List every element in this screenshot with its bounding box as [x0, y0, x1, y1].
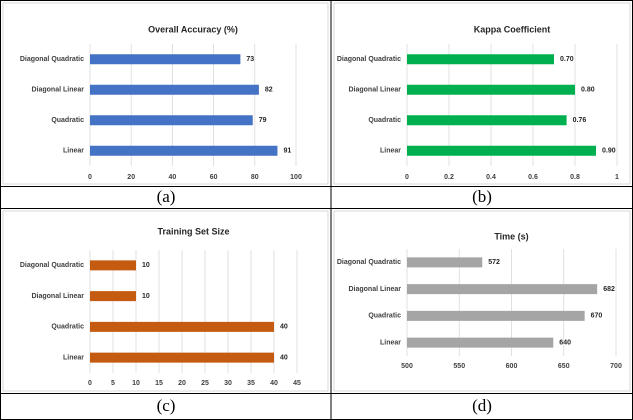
value-label: 73 — [246, 56, 254, 63]
x-tick-label: 1 — [615, 174, 619, 181]
category-label: Quadratic — [368, 117, 401, 124]
x-tick-label: 30 — [224, 380, 232, 387]
x-tick-label: 0.6 — [528, 174, 538, 181]
chart-border — [333, 2, 631, 185]
x-tick-label: 0.2 — [444, 174, 454, 181]
value-label: 40 — [280, 324, 288, 331]
x-tick-label: 80 — [251, 174, 259, 181]
value-label: 0.80 — [581, 87, 595, 94]
category-label: Diagonal Quadratic — [337, 259, 401, 266]
caption: (b) — [472, 187, 492, 206]
x-tick-label: 0 — [88, 174, 92, 181]
caption: (c) — [157, 396, 176, 415]
category-label: Quadratic — [51, 324, 84, 331]
category-label: Quadratic — [51, 117, 84, 124]
x-tick-label: 600 — [506, 363, 518, 370]
category-label: Linear — [63, 148, 84, 155]
x-tick-label: 0 — [88, 380, 92, 387]
bar — [407, 84, 575, 95]
x-tick-label: 550 — [453, 363, 465, 370]
x-tick-label: 60 — [210, 174, 218, 181]
value-label: 640 — [559, 339, 571, 346]
value-label: 10 — [142, 262, 150, 269]
category-label: Linear — [380, 339, 401, 346]
bar — [90, 84, 259, 95]
chart-border — [333, 210, 631, 392]
category-label: Diagonal Linear — [31, 293, 84, 300]
x-tick-label: 700 — [610, 363, 622, 370]
bar — [90, 291, 136, 302]
value-label: 79 — [259, 117, 267, 124]
category-label: Diagonal Quadratic — [20, 262, 84, 269]
value-label: 91 — [283, 148, 291, 155]
chart-title: Kappa Coefficient — [474, 24, 551, 34]
value-label: 40 — [280, 354, 288, 361]
bar — [407, 145, 596, 156]
value-label: 0.76 — [573, 117, 587, 124]
value-label: 0.90 — [602, 148, 616, 155]
x-tick-label: 40 — [270, 380, 278, 387]
bar — [90, 54, 241, 65]
chart-border — [2, 2, 329, 185]
caption: (d) — [472, 396, 492, 415]
bar — [407, 115, 567, 126]
value-label: 0.70 — [560, 56, 574, 63]
bar — [407, 54, 554, 65]
value-label: 82 — [265, 87, 273, 94]
category-label: Diagonal Linear — [31, 87, 84, 94]
chart-title: Overall Accuracy (%) — [148, 24, 238, 34]
bar — [407, 310, 585, 321]
x-tick-label: 20 — [127, 174, 135, 181]
x-tick-label: 40 — [169, 174, 177, 181]
category-label: Diagonal Linear — [348, 87, 401, 94]
value-label: 682 — [603, 286, 615, 293]
x-tick-label: 45 — [293, 380, 301, 387]
x-tick-label: 0.4 — [486, 174, 496, 181]
x-tick-label: 35 — [247, 380, 255, 387]
x-tick-label: 0.8 — [570, 174, 580, 181]
x-tick-label: 10 — [132, 380, 140, 387]
x-tick-label: 0 — [405, 174, 409, 181]
category-label: Linear — [63, 354, 84, 361]
bar — [90, 352, 274, 363]
x-tick-label: 25 — [201, 380, 209, 387]
value-label: 572 — [488, 259, 500, 266]
bar — [90, 260, 136, 271]
x-tick-label: 5 — [111, 380, 115, 387]
bar — [407, 284, 598, 295]
chart-title: Time (s) — [494, 231, 528, 241]
category-label: Diagonal Linear — [348, 286, 401, 293]
bar — [90, 321, 274, 332]
bar — [407, 257, 483, 268]
x-tick-label: 20 — [178, 380, 186, 387]
x-tick-label: 100 — [290, 174, 302, 181]
value-label: 670 — [591, 313, 603, 320]
chart-title: Training Set Size — [157, 226, 229, 236]
caption: (a) — [157, 187, 176, 206]
x-tick-label: 650 — [558, 363, 570, 370]
bar — [407, 337, 554, 348]
category-label: Diagonal Quadratic — [337, 56, 401, 63]
category-label: Linear — [380, 148, 401, 155]
x-tick-label: 15 — [155, 380, 163, 387]
value-label: 10 — [142, 293, 150, 300]
x-tick-label: 500 — [401, 363, 413, 370]
category-label: Diagonal Quadratic — [20, 56, 84, 63]
category-label: Quadratic — [368, 313, 401, 320]
bar — [90, 115, 253, 126]
bar — [90, 145, 278, 156]
chart-border — [2, 210, 329, 392]
